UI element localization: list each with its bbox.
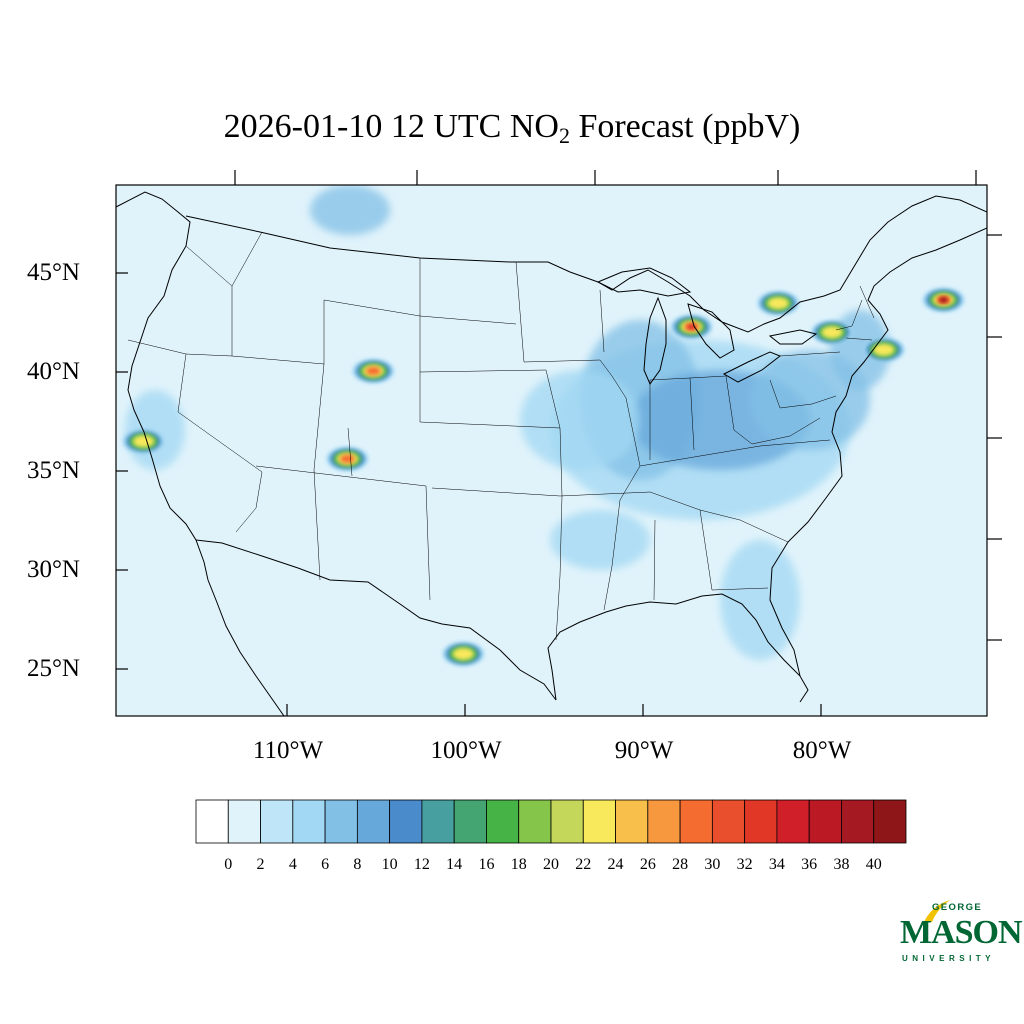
colorbar-label: 10 (381, 856, 398, 873)
title-suffix: Forecast (ppbV) (569, 108, 801, 145)
colorbar-box (744, 799, 778, 844)
colorbar-label: 32 (736, 856, 753, 873)
hotspot (939, 297, 948, 303)
map-borders (116, 191, 987, 716)
colorbar-box (582, 799, 616, 844)
title-prefix: 2026-01-10 12 UTC NO (223, 108, 559, 145)
field-region (310, 185, 390, 235)
lake-ontario (768, 329, 818, 345)
lat-label-30: 30°N (26, 556, 80, 583)
colorbar-box (808, 799, 842, 844)
colorbar-label: 20 (543, 856, 559, 873)
colorbar-box (421, 799, 455, 844)
lat-label-45: 45°N (26, 259, 80, 286)
colorbar-label: 6 (321, 856, 330, 873)
hotspot (767, 297, 789, 310)
plot-frame (115, 184, 988, 717)
coastline (116, 191, 285, 716)
gulf-coast (547, 593, 809, 703)
title-subscript: 2 (558, 123, 570, 148)
colorbar-label: 16 (478, 856, 495, 873)
field-region (720, 540, 800, 660)
hotspot (340, 454, 355, 464)
hotspot (16, 143, 44, 159)
colorbar-box (292, 799, 326, 844)
colorbar-box (486, 799, 520, 844)
field-region (125, 390, 185, 470)
colorbar-box (550, 799, 584, 844)
lat-label-25: 25°N (26, 655, 80, 682)
hotspot (821, 326, 843, 339)
hotspot (12, 141, 47, 161)
colorbar-label: 4 (288, 856, 297, 873)
colorbar-box (389, 799, 423, 844)
colorbar-box (841, 799, 875, 844)
hotspot (132, 435, 155, 448)
swoosh-icon (924, 900, 950, 922)
chart-title: 2026-01-10 12 UTC NO2 Forecast (ppbV) (0, 108, 1024, 149)
us-mexico-border (195, 539, 557, 701)
axis-ticks (116, 170, 1002, 716)
lat-label-40: 40°N (26, 358, 80, 385)
colorbar-label: 12 (413, 856, 430, 873)
lake-huron (687, 303, 735, 359)
colorbar-box (615, 799, 649, 844)
hotspot (452, 647, 475, 661)
hotspot (9, 139, 51, 163)
colorbar-label: 40 (865, 856, 882, 873)
colorbar-label: 8 (353, 856, 362, 873)
state-lines (127, 231, 875, 641)
colorbar-label: 34 (768, 856, 785, 873)
colorbar-label: 36 (801, 856, 818, 873)
lake-superior (596, 267, 692, 297)
colorbar-label: 2 (256, 856, 265, 873)
logo-mason: MASON (900, 914, 1023, 951)
field-region (550, 510, 650, 570)
lon-label-80: 80°W (792, 737, 852, 764)
colorbar-box (518, 799, 552, 844)
colorbar-box (453, 799, 487, 844)
field-region (520, 370, 640, 470)
no2-field (9, 139, 965, 666)
lon-label-100: 100°W (430, 737, 502, 764)
hotspot (366, 366, 381, 376)
colorbar-label: 30 (704, 856, 721, 873)
colorbar-label: 22 (575, 856, 592, 873)
colorbar-label: 14 (446, 856, 463, 873)
colorbar-box (195, 799, 229, 844)
colorbar (195, 799, 907, 844)
lon-label-90: 90°W (614, 737, 674, 764)
colorbar-label: 24 (607, 856, 624, 873)
colorbar-label: 26 (639, 856, 656, 873)
canada-border (185, 195, 987, 333)
hotspot (873, 343, 895, 356)
colorbar-box (324, 799, 358, 844)
logo-university: UNIVERSITY (902, 954, 996, 963)
gmu-logo: GEORGE MASON UNIVERSITY (898, 900, 1023, 970)
lon-label-110: 110°W (252, 737, 324, 764)
logo-george: GEORGE (932, 902, 983, 913)
colorbar-box (260, 799, 294, 844)
atlantic-coast (769, 227, 987, 677)
colorbar-box (711, 799, 746, 844)
colorbar-label: 0 (224, 856, 233, 873)
colorbar-box (356, 799, 391, 844)
colorbar-label: 38 (833, 856, 850, 873)
colorbar-box (227, 799, 261, 844)
colorbar-box (873, 799, 907, 844)
colorbar-label: 18 (510, 856, 527, 873)
colorbar-label: 28 (672, 856, 689, 873)
lat-label-35: 35°N (26, 457, 80, 484)
colorbar-box (647, 799, 681, 844)
colorbar-box (776, 799, 810, 844)
colorbar-box (679, 799, 713, 844)
